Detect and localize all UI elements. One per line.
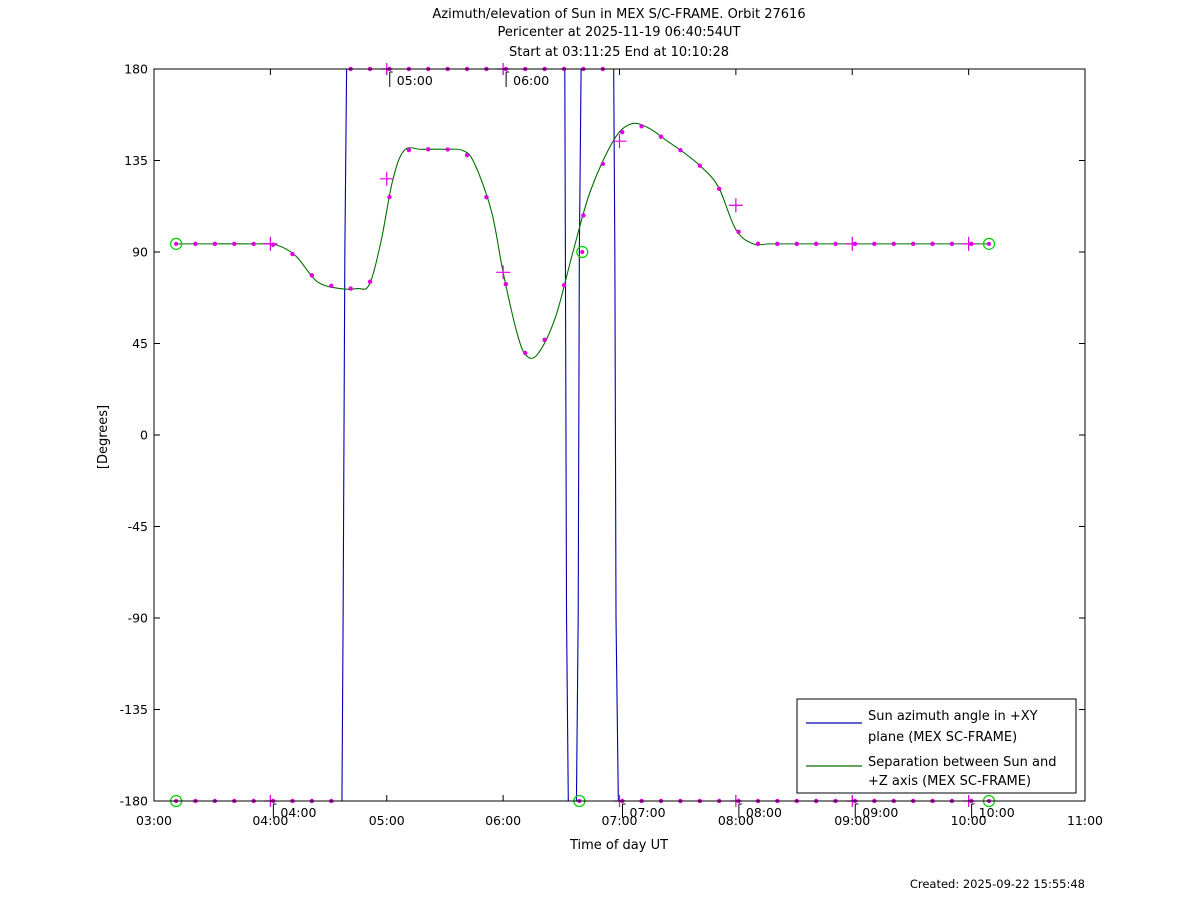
x-tick-label-0: 03:00 — [136, 813, 172, 828]
separation-sample-point — [484, 195, 489, 200]
x-tick-label-4: 07:00 — [601, 813, 637, 828]
endpoint-point — [174, 241, 179, 246]
separation-sample-point — [212, 241, 218, 247]
created-timestamp: Created: 2025-09-22 15:55:48 — [910, 877, 1085, 891]
y-tick-label-5: -45 — [128, 519, 148, 534]
separation-sample-point — [270, 242, 276, 247]
separation-sample-point — [600, 161, 606, 167]
series-separation-line — [176, 122, 989, 359]
separation-hour-marker — [612, 134, 627, 149]
y-tick-label-6: -90 — [128, 611, 148, 626]
event-marker-label-3: 07:00 — [630, 805, 666, 820]
separation-sample-point — [910, 241, 916, 247]
separation-sample-point — [426, 147, 431, 152]
endpoint-circle — [170, 237, 183, 250]
x-tick-label-6: 09:00 — [834, 813, 870, 828]
y-tick-label-7: -135 — [120, 702, 148, 717]
x-axis-label: Time of day UT — [569, 838, 668, 853]
endpoint-circle — [576, 245, 589, 259]
separation-sample-point — [794, 241, 799, 247]
separation-sample-point — [736, 229, 741, 235]
separation-sample-point — [891, 241, 896, 247]
series-azimuth-line — [176, 68, 989, 802]
x-tick-label-7: 10:00 — [951, 813, 987, 828]
x-tick-label-3: 06:00 — [485, 813, 521, 828]
endpoint-point — [580, 250, 585, 254]
x-tick-label-8: 11:00 — [1067, 813, 1103, 828]
x-tick-label-2: 05:00 — [369, 813, 405, 828]
chart-title-line-3: Start at 03:11:25 End at 10:10:28 — [509, 45, 729, 60]
event-marker-label-5: 09:00 — [862, 805, 898, 820]
y-tick-label-0: 180 — [124, 62, 148, 77]
separation-sample-point — [561, 283, 567, 288]
separation-sample-point — [949, 241, 955, 247]
separation-sample-point — [813, 241, 819, 247]
separation-sample-point — [348, 286, 353, 291]
y-tick-label-8: -180 — [120, 794, 148, 809]
separation-sample-point — [464, 153, 470, 158]
x-tick-label-5: 08:00 — [718, 813, 754, 828]
separation-sample-point — [193, 241, 198, 247]
separation-hour-marker — [845, 236, 860, 251]
separation-sample-point — [329, 283, 334, 289]
event-marker-label-2: 04:00 — [280, 805, 316, 820]
legend-label-azimuth-line-2: plane (MEX SC-FRAME) — [868, 730, 1017, 745]
separation-sample-point — [523, 350, 528, 356]
y-tick-label-4: 0 — [140, 428, 148, 443]
legend-label-separation-line-2: +Z axis (MEX SC-FRAME) — [868, 774, 1031, 789]
y-tick-label-1: 135 — [124, 153, 148, 168]
separation-sample-point — [775, 241, 780, 247]
separation-sample-point — [620, 130, 625, 135]
axes: 03:00 04:00 05:00 06:00 07:00 08:00 09:00 10:00… — [120, 62, 1103, 829]
separation-sample-point — [367, 279, 373, 284]
separation-hour-marker — [496, 265, 511, 280]
separation-sample-point — [445, 147, 450, 152]
separation-sample-point — [678, 147, 683, 153]
separation-hour-marker — [263, 236, 278, 251]
separation-sample-point — [872, 241, 877, 247]
separation-hour-marker — [379, 171, 394, 186]
legend: Sun azimuth angle in +XY plane (MEX SC-F… — [796, 698, 1077, 794]
separation-sample-point — [251, 241, 256, 247]
separation-hour-marker — [961, 236, 976, 251]
event-marker-label-1: 06:00 — [513, 73, 549, 88]
y-tick-label-3: 45 — [132, 336, 148, 351]
legend-label-azimuth-line-1: Sun azimuth angle in +XY — [868, 709, 1038, 724]
legend-box — [796, 698, 1077, 794]
separation-sample-point — [697, 163, 702, 168]
separation-sample-point — [930, 241, 935, 247]
endpoint-point — [986, 241, 991, 246]
event-marker-label-6: 10:00 — [979, 805, 1015, 820]
separation-sample-point — [716, 186, 722, 192]
y-tick-label-2: 90 — [132, 245, 148, 260]
separation-sample-point — [658, 134, 664, 139]
legend-label-separation-line-1: Separation between Sun and — [868, 755, 1056, 770]
chart-title-line-2: Pericenter at 2025-11-19 06:40:54UT — [497, 25, 740, 40]
chart-title-line-1: Azimuth/elevation of Sun in MEX S/C-FRAM… — [432, 7, 805, 22]
separation-sample-point — [387, 194, 392, 200]
separation-hour-marker — [728, 198, 743, 213]
separation-sample-point — [309, 273, 315, 278]
y-axis-label: [Degrees] — [96, 405, 111, 469]
separation-sample-point — [503, 281, 509, 287]
endpoint-circle — [982, 237, 996, 250]
separation-sample-point — [290, 251, 295, 257]
event-marker-label-4: 08:00 — [746, 805, 782, 820]
series-layer — [176, 68, 989, 802]
separation-sample-point — [232, 241, 237, 247]
marker-layer: 05:00 06:00 04:00 07:00 08:00 09:00 10:00 — [170, 63, 1015, 820]
separation-sample-point — [542, 337, 547, 343]
separation-sample-point — [406, 147, 412, 153]
x-tick-label-1: 04:00 — [252, 813, 288, 828]
event-marker-label-0: 05:00 — [397, 73, 433, 88]
separation-sample-point — [639, 124, 644, 129]
separation-sample-point — [833, 241, 838, 247]
plot-frame — [153, 68, 1086, 802]
separation-sample-point — [755, 241, 761, 247]
separation-sample-point — [581, 213, 586, 218]
